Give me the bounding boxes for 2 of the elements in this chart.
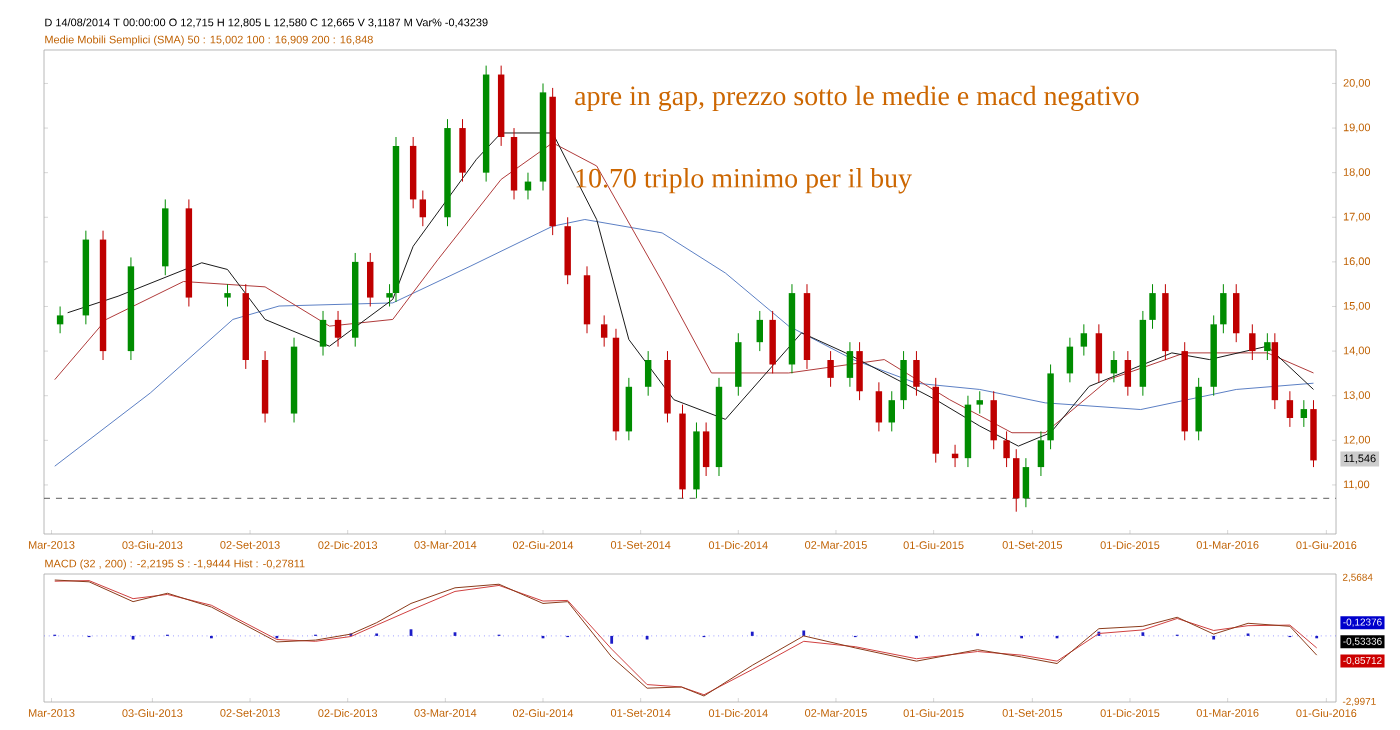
annotation: apre in gap, prezzo sotto le medie e macd negativo xyxy=(575,85,1139,112)
annotation: 10.70 triplo minimo per il buy xyxy=(576,167,912,194)
